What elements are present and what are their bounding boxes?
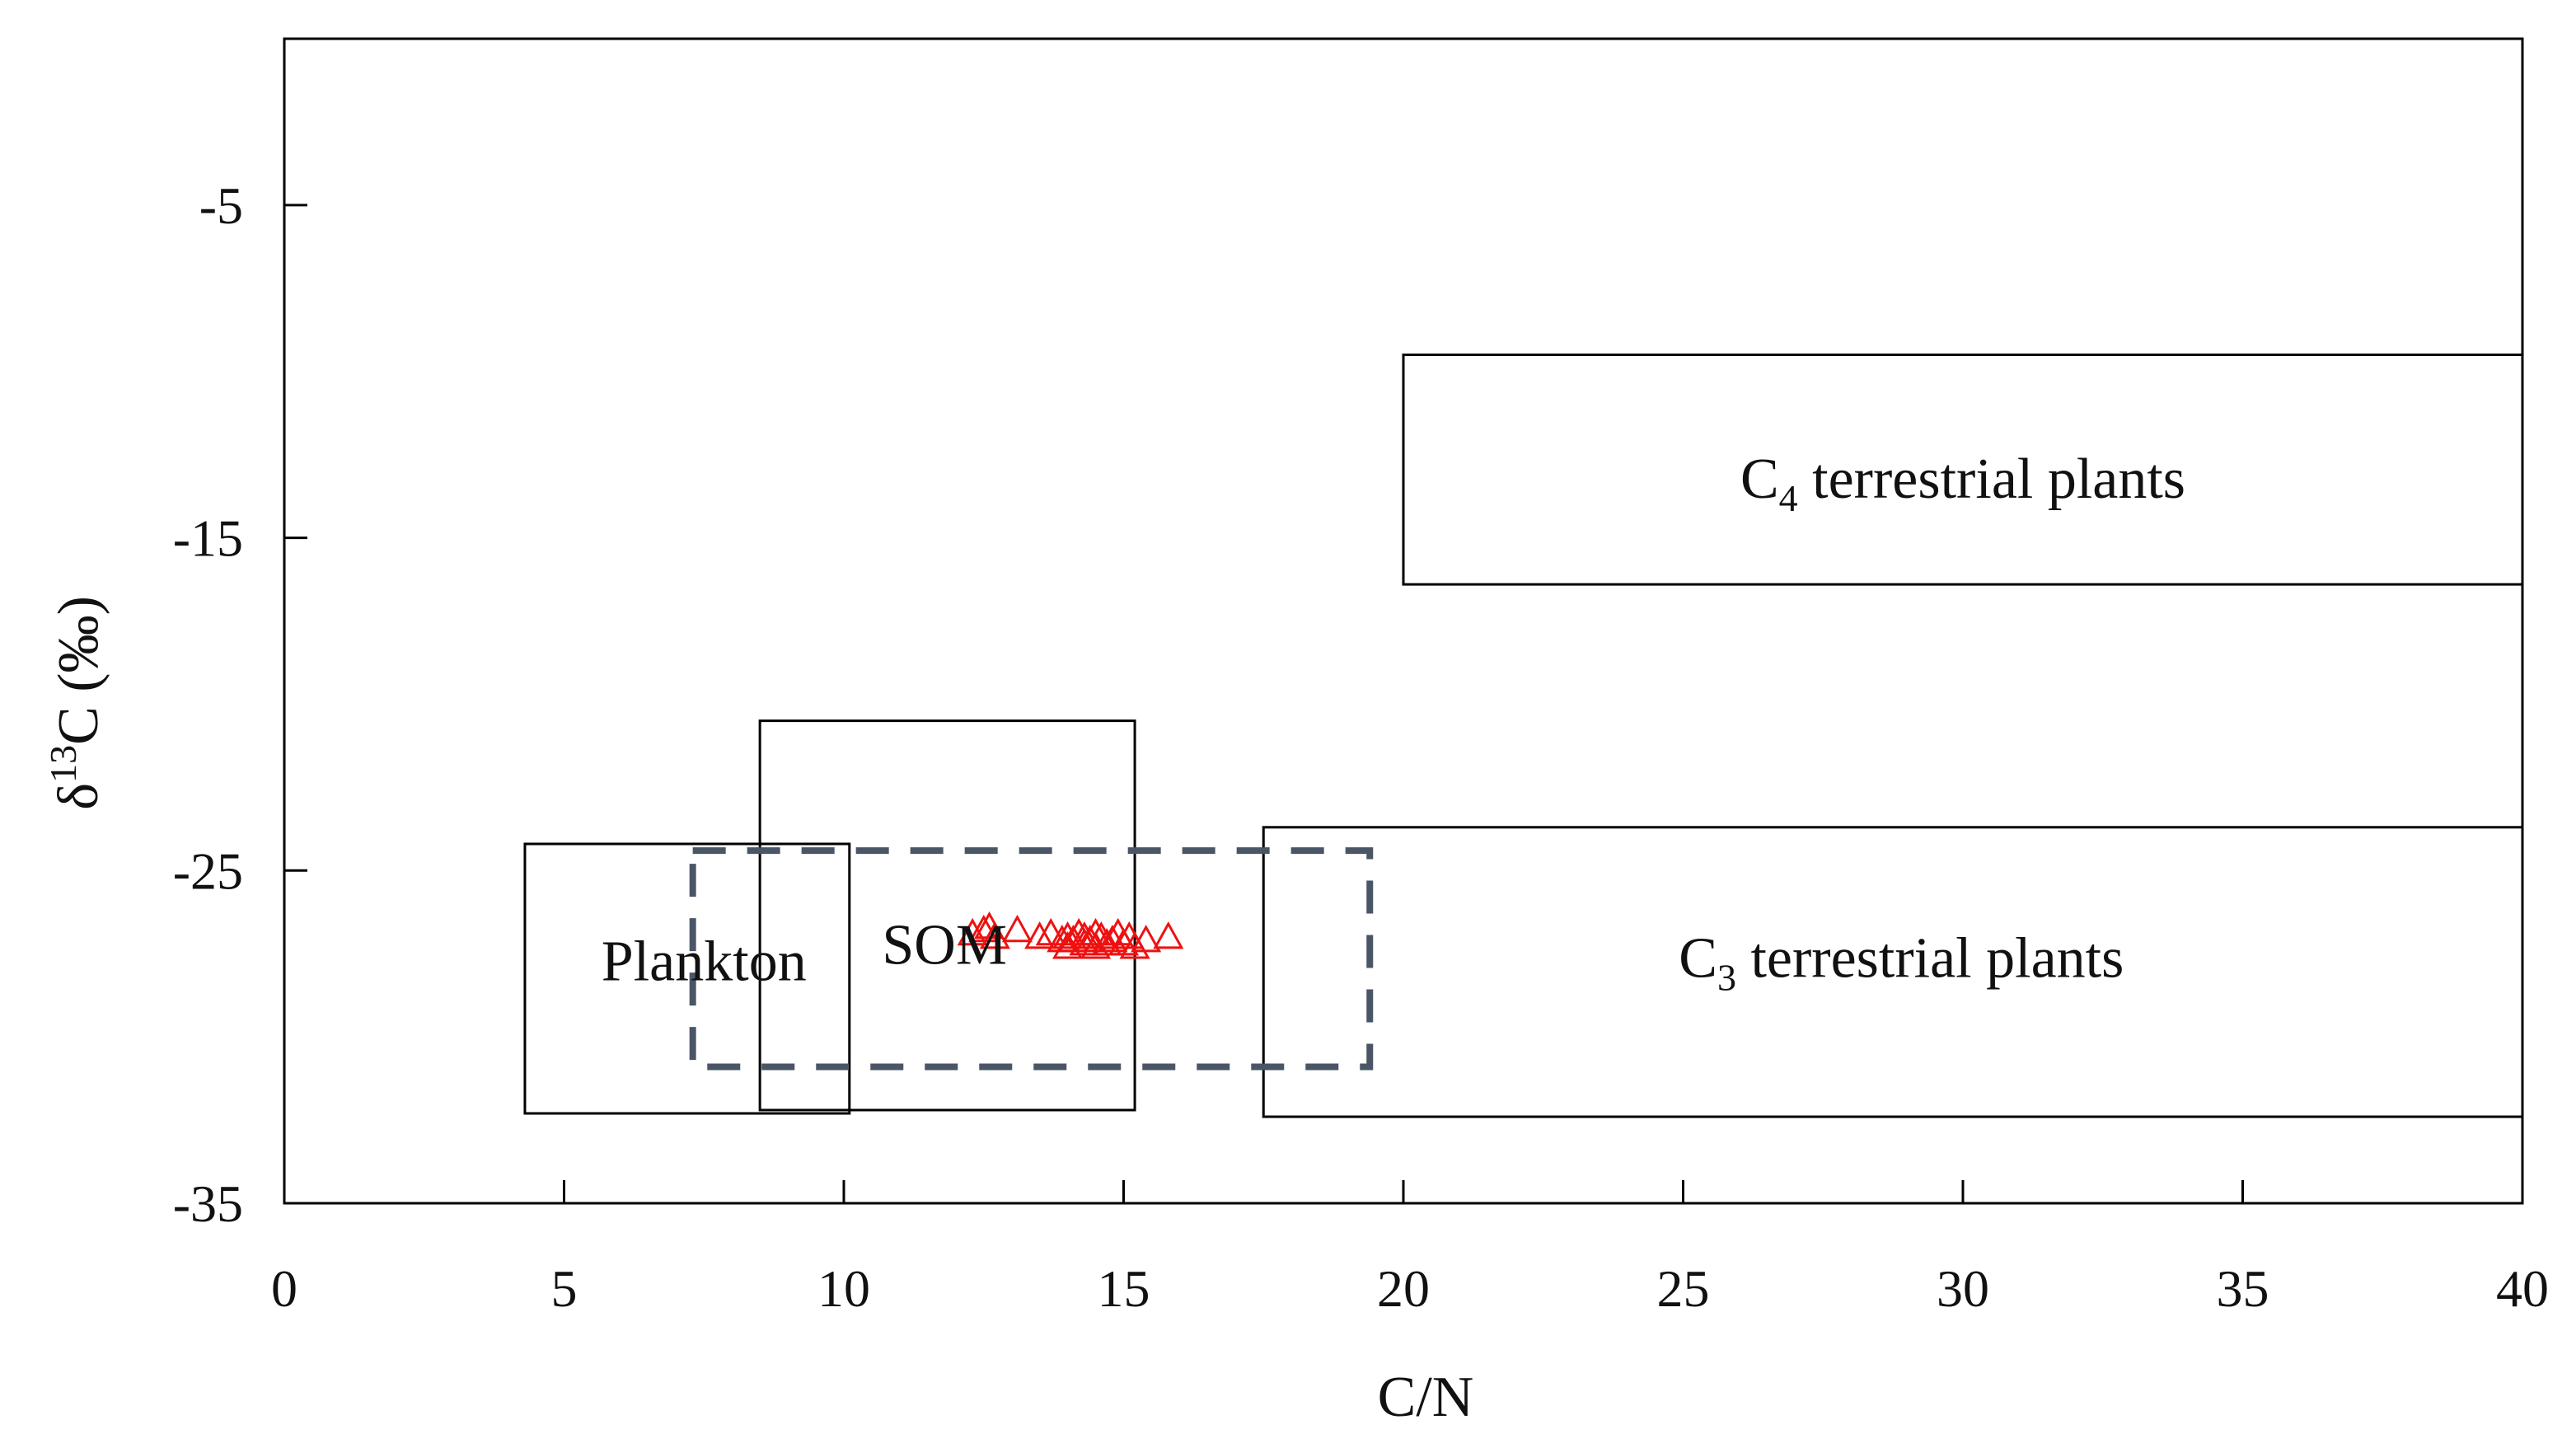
region-label-subscript: 4 xyxy=(1779,477,1798,519)
x-tick-label: 20 xyxy=(1377,1259,1430,1318)
x-tick-label: 5 xyxy=(551,1259,578,1318)
y-axis-title-prefix: δ xyxy=(47,783,110,810)
region-c3 xyxy=(1262,826,2524,1118)
x-axis-title: C/N xyxy=(1378,1366,1474,1429)
region-label-rest: terrestrial plants xyxy=(1798,448,2185,511)
data-point xyxy=(1080,917,1112,946)
data-point xyxy=(979,921,1010,949)
region-dashed xyxy=(689,847,1374,1071)
data-point xyxy=(1001,914,1033,943)
plot-frame xyxy=(283,37,2524,1205)
x-tick-label: 40 xyxy=(2496,1259,2549,1318)
region-label-c4: C4 terrestrial plants xyxy=(1740,448,2185,519)
x-tick-label: 0 xyxy=(271,1259,297,1318)
y-axis-title-superscript: 13 xyxy=(42,745,84,783)
x-tick-label: 30 xyxy=(1937,1259,1989,1318)
region-label-base: C xyxy=(1679,926,1717,990)
data-point xyxy=(1052,921,1084,949)
y-axis-title-suffix: C (‰) xyxy=(47,596,110,745)
data-point xyxy=(1069,921,1100,949)
data-point xyxy=(1052,931,1084,959)
region-label-subscript: 3 xyxy=(1717,956,1736,998)
region-c4 xyxy=(1402,354,2524,586)
x-tick-label: 15 xyxy=(1098,1259,1150,1318)
region-label-plankton: Plankton xyxy=(602,930,807,994)
data-point xyxy=(1119,931,1150,959)
region-plankton xyxy=(523,842,851,1115)
y-axis-title: δ13C (‰) xyxy=(42,596,110,810)
region-label-base: C xyxy=(1740,448,1779,511)
y-tick-label: -15 xyxy=(173,509,243,568)
region-label-c3: C3 terrestrial plants xyxy=(1679,926,2124,998)
data-point xyxy=(968,914,1000,943)
region-label-som: SOM xyxy=(882,913,1007,977)
regions xyxy=(523,354,2524,1118)
y-tick-label: -5 xyxy=(199,176,243,235)
data-point xyxy=(1091,928,1122,956)
x-axis: 0 5 10 15 20 25 30 35 40 xyxy=(271,1180,2549,1318)
y-axis: -5 -15 -25 -35 xyxy=(173,176,307,1233)
data-point xyxy=(1131,924,1162,953)
data-points xyxy=(957,911,1184,959)
y-tick-label: -35 xyxy=(173,1174,243,1233)
data-point xyxy=(1153,921,1184,949)
x-tick-label: 35 xyxy=(2217,1259,2269,1318)
region-som xyxy=(758,719,1136,1112)
y-tick-label: -25 xyxy=(173,841,243,900)
x-tick-label: 10 xyxy=(817,1259,870,1318)
x-tick-label: 25 xyxy=(1657,1259,1710,1318)
data-point xyxy=(1024,921,1056,949)
data-point xyxy=(1035,917,1066,946)
data-point xyxy=(1075,924,1106,953)
region-label-rest: terrestrial plants xyxy=(1736,926,2124,990)
